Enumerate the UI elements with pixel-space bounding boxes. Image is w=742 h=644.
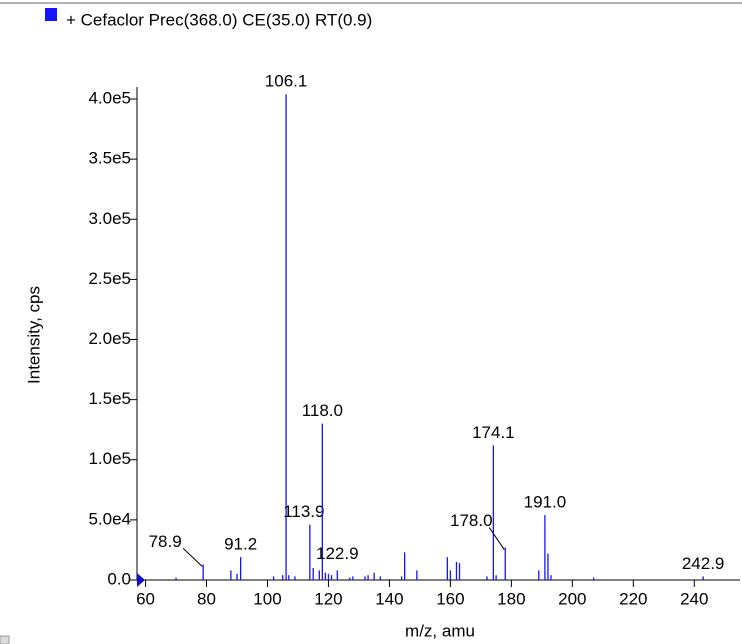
- y-tick-label: 5.0e4: [88, 509, 131, 528]
- y-tick-label: 3.5e5: [88, 149, 131, 168]
- y-tick-label: 1.5e5: [88, 389, 131, 408]
- corner-box: [0, 635, 10, 644]
- x-tick-label: 240: [680, 589, 708, 608]
- y-tick-label: 3.0e5: [88, 209, 131, 228]
- peak-label: 242.9: [682, 554, 725, 573]
- peak-label: 113.9: [283, 502, 324, 521]
- y-tick-label: 2.5e5: [88, 269, 131, 288]
- x-tick-label: 160: [436, 589, 464, 608]
- y-tick-label: 0.0: [107, 569, 131, 588]
- x-tick-label: 200: [558, 589, 586, 608]
- y-tick-label: 4.0e5: [88, 89, 131, 108]
- peak-label: 118.0: [302, 401, 343, 420]
- x-tick-label: 100: [253, 589, 281, 608]
- peak-label: 91.2: [224, 535, 257, 554]
- zero-marker: [137, 573, 145, 587]
- legend-swatch: [45, 8, 57, 21]
- peak-label: 191.0: [524, 493, 567, 512]
- peak-label: 78.9: [149, 532, 182, 551]
- x-tick-label: 180: [497, 589, 525, 608]
- peak-label: 174.1: [472, 423, 515, 442]
- y-axis-label: Intensity, cps: [24, 286, 43, 384]
- label-leader: [488, 527, 505, 550]
- x-axis-label: m/z, amu: [405, 621, 475, 640]
- y-tick-label: 2.0e5: [88, 329, 131, 348]
- legend-label: + Cefaclor Prec(368.0) CE(35.0) RT(0.9): [66, 10, 372, 29]
- x-tick-label: 220: [619, 589, 647, 608]
- x-tick-label: 80: [197, 589, 216, 608]
- label-leader: [182, 548, 203, 567]
- peak-label: 122.9: [316, 544, 359, 563]
- x-tick-label: 140: [375, 589, 403, 608]
- peak-label: 106.1: [265, 72, 308, 91]
- peak-label: 178.0: [450, 511, 493, 530]
- y-tick-label: 1.0e5: [88, 449, 131, 468]
- x-tick-label: 60: [136, 589, 155, 608]
- x-tick-label: 120: [314, 589, 342, 608]
